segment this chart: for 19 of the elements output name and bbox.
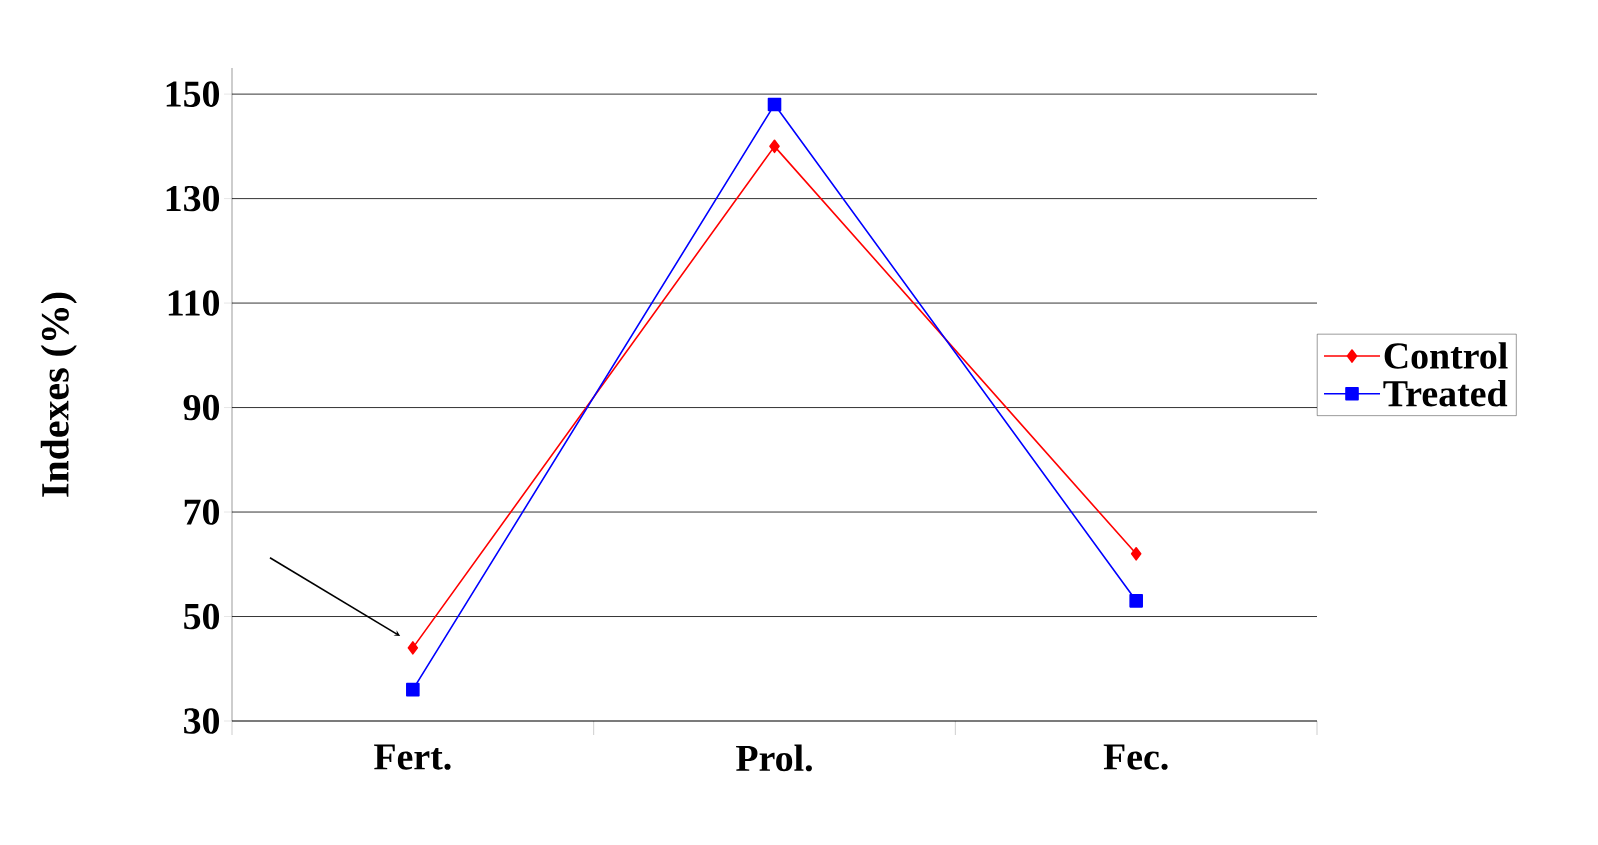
legend-label: Control (1384, 342, 1508, 369)
point (406, 682, 420, 697)
y-tick-label: 90 (183, 394, 220, 421)
point (767, 97, 782, 112)
point (407, 641, 419, 655)
point (769, 139, 780, 154)
y-tick-label: 50 (184, 603, 220, 630)
y-tick-label: 130 (166, 185, 220, 212)
y-tick-label: 30 (184, 708, 220, 734)
y-tick-label: 70 (184, 499, 220, 525)
y-tick-label: 150 (166, 81, 220, 107)
y-tick-label: 110 (168, 290, 220, 316)
point (1130, 547, 1142, 561)
legend-label: Treated (1383, 379, 1508, 407)
y-axis-title: Indexes (%) (40, 292, 77, 497)
x-tick-label: Prol. (736, 744, 812, 772)
x-tick-label: Fert. (374, 744, 451, 770)
point (1129, 594, 1143, 608)
x-tick-label: Fec. (1103, 744, 1168, 770)
